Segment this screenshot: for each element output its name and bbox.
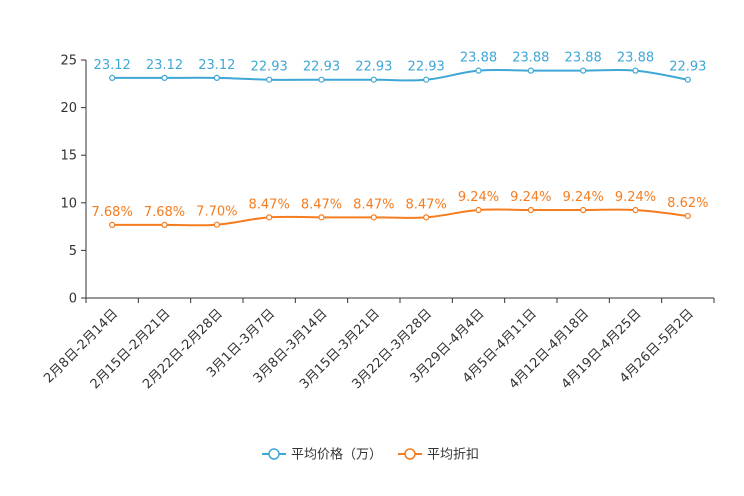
legend-label: 平均折扣 — [427, 448, 479, 463]
data-point[interactable] — [684, 76, 691, 83]
data-point[interactable] — [423, 214, 430, 221]
data-point[interactable] — [318, 76, 325, 83]
y-tick-label: 25 — [60, 54, 77, 69]
legend-circle-marker — [404, 448, 416, 460]
data-label: 8.47% — [406, 197, 447, 212]
data-point[interactable] — [370, 76, 377, 83]
data-point[interactable] — [527, 206, 534, 214]
data-point[interactable] — [580, 206, 587, 214]
series-line-0 — [112, 68, 689, 82]
y-tick-label: 20 — [60, 101, 77, 116]
data-point[interactable] — [161, 221, 168, 228]
y-tick-label: 15 — [60, 149, 77, 164]
data-label: 23.88 — [460, 51, 497, 66]
data-point[interactable] — [632, 67, 639, 74]
data-label: 9.24% — [510, 190, 551, 205]
data-label: 8.62% — [667, 196, 708, 211]
data-point[interactable] — [475, 67, 482, 74]
data-label: 9.24% — [458, 190, 499, 205]
data-labels: 23.12 23.12 23.12 22.93 22.93 22.93 22.93 23.88… — [92, 51, 709, 220]
data-point[interactable] — [109, 221, 116, 228]
y-tick-label: 5 — [69, 244, 77, 259]
data-point[interactable] — [318, 214, 325, 221]
y-tick-label: 10 — [60, 196, 77, 211]
data-point[interactable] — [161, 74, 168, 81]
data-label: 9.24% — [563, 190, 604, 205]
data-label: 8.47% — [249, 197, 290, 212]
y-tick-label: 0 — [69, 292, 77, 307]
data-label: 23.12 — [146, 58, 183, 73]
axes: 0 5 10 15 20 25 — [60, 54, 715, 307]
data-point[interactable] — [423, 76, 430, 83]
data-label: 23.88 — [512, 51, 549, 66]
data-point[interactable] — [370, 214, 377, 221]
legend-item-0[interactable]: 平均价格（万） — [262, 447, 382, 463]
data-label: 7.68% — [92, 205, 133, 220]
data-point[interactable] — [213, 74, 220, 81]
data-point[interactable] — [527, 67, 534, 74]
data-point[interactable] — [580, 67, 587, 74]
data-label: 8.47% — [353, 197, 394, 212]
data-label: 22.93 — [251, 60, 288, 75]
data-label: 23.12 — [198, 58, 235, 73]
data-label: 7.70% — [196, 205, 237, 220]
data-label: 22.93 — [669, 60, 706, 75]
series-points — [109, 67, 691, 228]
data-label: 22.93 — [355, 60, 392, 75]
data-label: 22.93 — [408, 60, 445, 75]
x-tick-labels: 2月8日-2月14日2月15日-2月21日2月22日-2月28日3月1日-3月7… — [41, 306, 697, 392]
data-label: 23.88 — [565, 51, 602, 66]
data-point[interactable] — [266, 76, 273, 83]
data-label: 7.68% — [144, 205, 185, 220]
data-label: 9.24% — [615, 190, 656, 205]
data-label: 8.47% — [301, 197, 342, 212]
legend-item-1[interactable]: 平均折扣 — [398, 448, 479, 463]
data-point[interactable] — [475, 206, 482, 214]
legend-label: 平均价格（万） — [291, 447, 382, 463]
data-point[interactable] — [684, 212, 691, 220]
data-point[interactable] — [109, 74, 116, 81]
data-point[interactable] — [213, 221, 220, 228]
data-point[interactable] — [632, 206, 639, 214]
series-line-1 — [112, 208, 688, 227]
data-point[interactable] — [266, 214, 273, 221]
legend-circle-marker — [268, 448, 280, 460]
data-label: 22.93 — [303, 60, 340, 75]
data-label: 23.12 — [94, 58, 131, 73]
series-lines — [112, 68, 689, 227]
legend[interactable]: 平均价格（万） 平均折扣 — [262, 447, 479, 463]
data-label: 23.88 — [617, 51, 654, 66]
